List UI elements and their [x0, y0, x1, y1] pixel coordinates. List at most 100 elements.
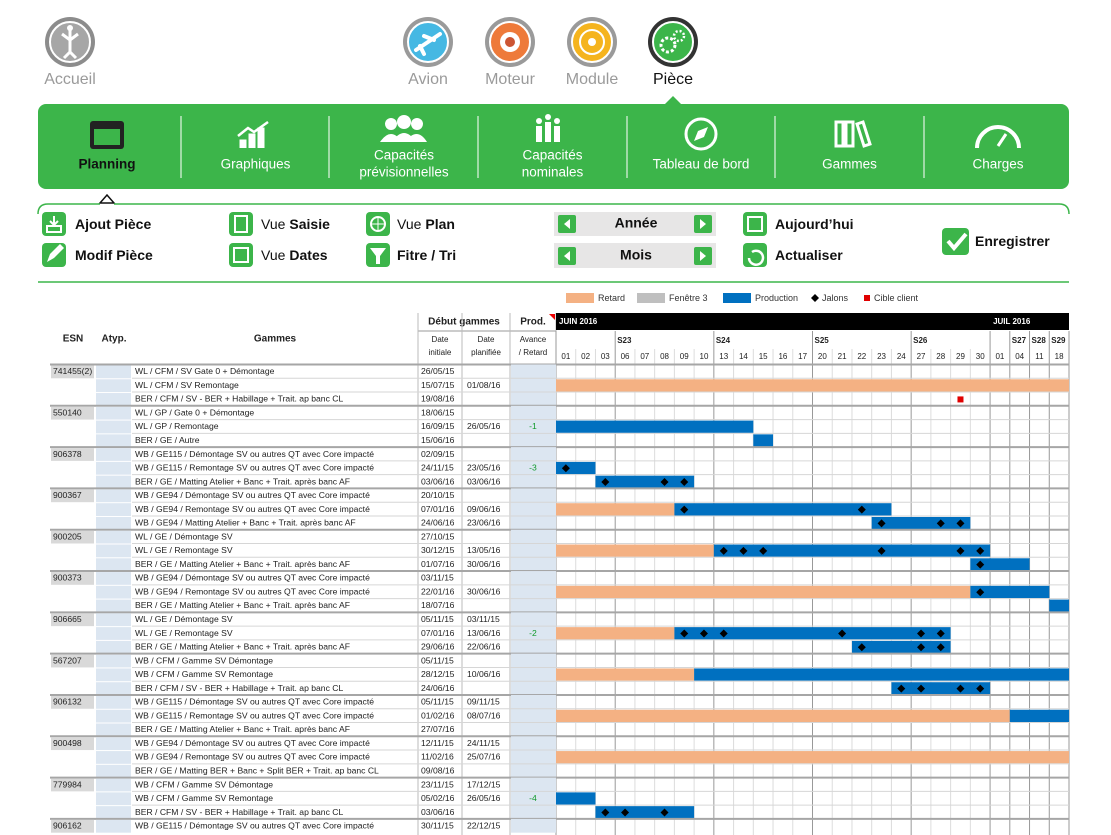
- moteur-icon[interactable]: [485, 17, 535, 67]
- date-initiale: 07/01/16: [421, 628, 455, 638]
- toolbar-frame: [37, 203, 1070, 215]
- day-label: 27: [917, 352, 926, 361]
- jalon: [976, 560, 985, 569]
- esn-cell: [51, 365, 94, 379]
- gantt-bar: [556, 379, 1069, 392]
- avance: -1: [529, 421, 537, 431]
- jalon: [956, 519, 965, 528]
- gamme: BER / GE / Matting Atelier + Banc + Trai…: [135, 476, 350, 486]
- gantt-bar: [556, 420, 754, 433]
- jalon: [838, 629, 847, 638]
- piece-icon[interactable]: [648, 17, 698, 67]
- atyp-cell: [96, 806, 131, 819]
- menu-item: Tableau de bord: [653, 157, 750, 172]
- atyp-cell: [96, 461, 131, 475]
- gamme: WB / GE115 / Démontage SV ou autres QT a…: [135, 821, 374, 831]
- gantt-bar: [674, 627, 951, 640]
- legend-diamond: [811, 294, 819, 302]
- date-planifiee: 26/05/16: [467, 793, 501, 803]
- esn: 906665: [53, 614, 82, 624]
- atyp-cell: [96, 654, 131, 668]
- week-label: S26: [913, 336, 928, 345]
- atyp-cell: [96, 516, 131, 530]
- atyp-cell: [96, 819, 131, 833]
- avance-cell: [511, 571, 556, 585]
- gamme: BER / GE / Matting Atelier + Banc + Trai…: [135, 642, 350, 652]
- esn-cell: [51, 654, 94, 668]
- day-label: 10: [700, 352, 709, 361]
- toolbar-button[interactable]: Vue Plan: [397, 216, 455, 232]
- mois-selector: Mois: [620, 247, 652, 263]
- header: Début gammes: [428, 317, 500, 328]
- gantt-bar: [970, 558, 1030, 571]
- cible-client: [957, 396, 964, 403]
- avance-cell: [511, 502, 556, 516]
- avance-cell: [511, 681, 556, 695]
- toolbar-button[interactable]: Modif Pièce: [75, 247, 153, 263]
- toolbar-label: Actualiser: [775, 247, 843, 263]
- atyp-cell: [96, 406, 131, 420]
- jalon: [759, 546, 768, 555]
- toolbar-button[interactable]: Aujourd’hui: [775, 216, 854, 232]
- toolbar-button[interactable]: Vue Dates: [261, 247, 328, 263]
- date-planifiee: 22/06/16: [467, 642, 501, 652]
- avance: -2: [529, 628, 537, 638]
- date-planifiee: 23/05/16: [467, 463, 501, 473]
- atyp-cell: [96, 695, 131, 709]
- avance-cell: [511, 419, 556, 434]
- avance-cell: [511, 791, 556, 806]
- esn-cell: [51, 778, 94, 792]
- date-planifiee: 10/06/16: [467, 669, 501, 679]
- jalon: [857, 505, 866, 514]
- jalon: [680, 629, 689, 638]
- gamme: WL / CFM / SV Remontage: [135, 380, 239, 390]
- gamme: WL / GE / Démontage SV: [135, 614, 233, 624]
- atyp-cell: [96, 627, 131, 640]
- jalon: [936, 519, 945, 528]
- date-planifiee: 09/06/16: [467, 504, 501, 514]
- avance-cell: [511, 474, 556, 489]
- nav-item: Avion: [408, 71, 448, 88]
- toolbar-button[interactable]: Vue Saisie: [261, 216, 330, 232]
- toolbar-button[interactable]: Enregistrer: [975, 233, 1050, 249]
- atyp-cell: [96, 503, 131, 516]
- toolbar-label: Vue: [261, 216, 286, 232]
- avance-cell: [511, 392, 556, 406]
- jalon: [877, 519, 886, 528]
- home-icon[interactable]: [45, 17, 95, 67]
- gamme: WL / GE / Remontage SV: [135, 545, 233, 555]
- toolbar-button[interactable]: Fitre / Tri: [397, 247, 456, 263]
- gantt-bar: [891, 682, 991, 695]
- gamme: WL / CFM / SV Gate 0 + Démontage: [135, 366, 275, 376]
- gamme: BER / GE / Matting Atelier + Banc + Trai…: [135, 600, 350, 610]
- gamme: WL / GP / Gate 0 + Démontage: [135, 407, 254, 417]
- toolbar-label: Modif Pièce: [75, 247, 153, 263]
- module-icon[interactable]: [567, 17, 617, 67]
- atyp-cell: [96, 737, 131, 751]
- day-label: 29: [956, 352, 965, 361]
- menu-pointer: [98, 193, 116, 204]
- header-sub: Avance: [520, 335, 547, 344]
- date-initiale: 22/01/16: [421, 586, 455, 596]
- gamme: WB / GE94 / Remontage SV ou autres QT av…: [135, 586, 370, 596]
- gantt-bar: [851, 640, 951, 654]
- toolbar-button[interactable]: Ajout Pièce: [75, 216, 151, 232]
- toolbar-button[interactable]: Actualiser: [775, 247, 843, 263]
- avion-icon[interactable]: [403, 17, 453, 67]
- annee-selector: Année: [615, 215, 658, 231]
- day-label: 01: [995, 352, 1004, 361]
- header-sub: Date: [478, 335, 495, 344]
- avance-cell: [511, 433, 556, 448]
- day-label: 17: [798, 352, 807, 361]
- esn-cell: [51, 572, 94, 585]
- avance-cell: [511, 405, 556, 420]
- gamme: WB / GE94 / Remontage SV ou autres QT av…: [135, 752, 370, 762]
- nav-item: Module: [566, 71, 619, 88]
- date-initiale: 30/12/15: [421, 545, 455, 555]
- atyp-cell: [96, 365, 131, 379]
- month-band: [556, 313, 1069, 330]
- legend-swatch: [566, 293, 594, 303]
- menu-item: Graphiques: [221, 157, 291, 172]
- nav-home: Accueil: [44, 71, 96, 88]
